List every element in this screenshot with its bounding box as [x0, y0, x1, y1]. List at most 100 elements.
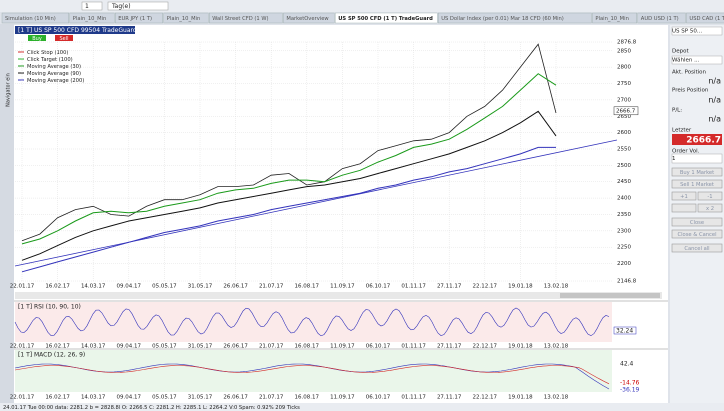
macd-x-label: 16.08.17: [295, 395, 320, 401]
tab[interactable]: [335, 12, 438, 24]
y-tick-label: 2250: [617, 245, 631, 251]
y-tick-label: 2850: [617, 48, 631, 54]
x-tick-label: 01.11.17: [401, 284, 426, 290]
tab[interactable]: [283, 12, 335, 24]
rsi-x-label: 01.11.17: [401, 344, 426, 350]
y-tick-label: 2500: [617, 163, 631, 169]
y-tick-label: 2450: [617, 179, 631, 185]
panel-button[interactable]: [671, 243, 723, 253]
panel-select: Wählen ...: [672, 58, 700, 64]
rsi-x-label: 14.03.17: [81, 344, 106, 350]
tab[interactable]: [1, 12, 70, 24]
moving-average: [21, 73, 557, 245]
panel-pos-label: Akt. Position: [672, 70, 707, 76]
tab-label: Wall Street CFD (1 W): [212, 16, 268, 22]
panel-button[interactable]: [671, 203, 697, 213]
macd-x-label: 05.05.17: [152, 395, 177, 401]
tab[interactable]: [592, 12, 638, 24]
tab[interactable]: [163, 12, 209, 24]
rsi-x-label: 22.12.17: [473, 344, 498, 350]
tab[interactable]: [114, 12, 163, 24]
order-panel: [670, 25, 724, 403]
period: Tag(e): [111, 3, 131, 10]
x-tick-label: 13.02.18: [544, 284, 569, 290]
buy-button[interactable]: [28, 35, 46, 41]
chart-title: [1 T] US SP 500 CFD 99504 TradeGuard: [18, 27, 137, 34]
price-line: [21, 43, 557, 242]
x-tick-label: 11.09.17: [330, 284, 355, 290]
panel-button[interactable]: [697, 191, 723, 201]
rsi-x-label: 21.07.17: [259, 344, 284, 350]
toolbar: [0, 0, 724, 12]
depot-select[interactable]: [671, 55, 723, 65]
x-tick-label: 31.05.17: [188, 284, 213, 290]
macd-x-label: 13.02.18: [544, 395, 569, 401]
panel-pl: n/a: [708, 115, 721, 124]
panel-button[interactable]: [697, 203, 723, 213]
panel-button[interactable]: [671, 167, 723, 177]
tab-label: US SP 500 CFD (1 T) TradeGuard: [338, 16, 433, 22]
sell-button[interactable]: [55, 35, 73, 41]
macd-x-label: 16.02.17: [45, 395, 70, 401]
tab-label: USD CAD (1 T): [689, 16, 724, 22]
panel-button-label: +1: [680, 194, 688, 200]
panel-last-label: Letzter: [672, 128, 692, 134]
scrollbar[interactable]: [15, 292, 662, 299]
y-tick-label: 2200: [617, 261, 631, 267]
rsi-bg: [15, 302, 612, 342]
rsi-value: 32.24: [616, 328, 633, 335]
panel-symbol: US SP 50...: [672, 29, 702, 35]
y-tick-label: 2800: [617, 65, 631, 71]
panel-button[interactable]: [671, 229, 723, 239]
macd-x-label: 06.10.17: [366, 395, 391, 401]
panel-pos: n/a: [708, 77, 721, 86]
x-tick-label: 16.02.17: [45, 284, 70, 290]
panel-depot: Depot: [672, 49, 689, 55]
legend-entry: Click Stop (100): [27, 50, 68, 56]
tab[interactable]: [637, 12, 686, 24]
panel-button[interactable]: [671, 191, 697, 201]
rsi-x-label: 26.06.17: [223, 344, 248, 350]
panel-button-label: x 2: [706, 206, 714, 212]
panel-button-label: Close: [690, 220, 704, 226]
tab-label: Plain_10_Min: [595, 16, 628, 22]
macd-v1: -14.76: [620, 380, 640, 387]
macd-title: [1 T] MACD (12, 26, 9): [18, 352, 85, 359]
x-tick-label: 21.07.17: [259, 284, 284, 290]
panel-button-label: Sell 1 Market: [680, 182, 714, 188]
macd-bg: [15, 350, 612, 392]
tab[interactable]: [208, 12, 283, 24]
macd-top: 42.4: [620, 361, 634, 368]
panel-button[interactable]: [671, 179, 723, 189]
x-tick-label: 16.08.17: [295, 284, 320, 290]
navigator[interactable]: Navigator ein: [6, 73, 12, 107]
y-tick-label: 2650: [617, 114, 631, 120]
y-tick-label: 2400: [617, 196, 631, 202]
panel-button-label: Buy 1 Market: [680, 170, 714, 176]
legend-entry: Click Target (100): [27, 57, 73, 63]
panel-button-label: Cancel all: [684, 246, 709, 252]
chart-header: [15, 26, 135, 34]
period-select[interactable]: [107, 1, 169, 11]
count-input[interactable]: [81, 1, 103, 11]
tab[interactable]: [69, 12, 115, 24]
tab-label: Plain_10_Min: [73, 16, 106, 22]
y-tick-label: 2700: [617, 97, 631, 103]
tab[interactable]: [686, 12, 724, 24]
moving-average: [21, 110, 557, 261]
macd-signal: [14, 365, 610, 385]
x-tick-label: 06.10.17: [366, 284, 391, 290]
panel-button[interactable]: [671, 217, 723, 227]
panel-last: 2666.7: [686, 136, 721, 146]
last-price: 2666.7: [616, 108, 636, 114]
tab[interactable]: [438, 12, 592, 24]
scroll-thumb[interactable]: [560, 293, 660, 298]
rsi-x-label: 05.05.17: [152, 344, 177, 350]
macd-x-label: 26.06.17: [223, 395, 248, 401]
vol-box[interactable]: [671, 153, 723, 164]
legend-entry: Moving Average (200): [27, 78, 84, 84]
tab-label: Plain_10_Min: [167, 16, 200, 22]
sell-label: Sell: [59, 36, 68, 42]
buy-label: Buy: [32, 36, 42, 42]
status-bar: [0, 403, 724, 411]
